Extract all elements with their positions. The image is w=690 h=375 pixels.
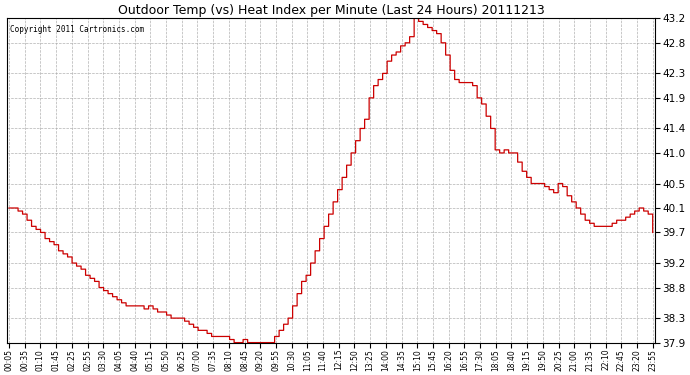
- Title: Outdoor Temp (vs) Heat Index per Minute (Last 24 Hours) 20111213: Outdoor Temp (vs) Heat Index per Minute …: [117, 4, 544, 17]
- Text: Copyright 2011 Cartronics.com: Copyright 2011 Cartronics.com: [10, 25, 144, 34]
